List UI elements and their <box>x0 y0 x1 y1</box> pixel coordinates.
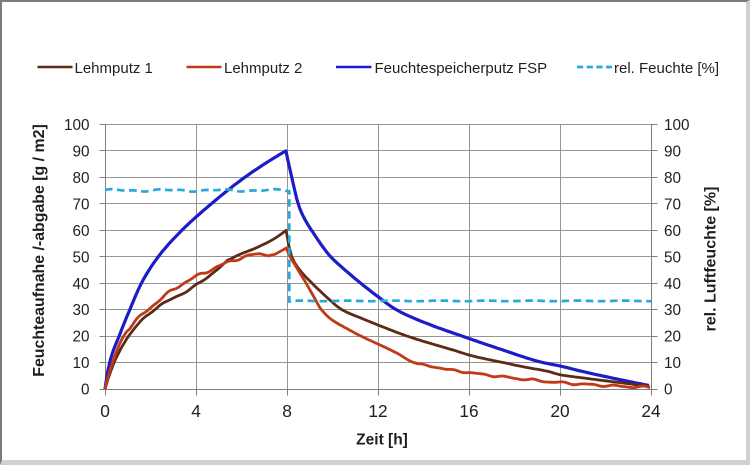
svg-text:0: 0 <box>664 382 673 399</box>
svg-text:100: 100 <box>664 117 690 134</box>
svg-text:Lehmputz 2: Lehmputz 2 <box>224 60 302 77</box>
svg-text:90: 90 <box>664 144 681 161</box>
svg-text:80: 80 <box>664 170 681 187</box>
svg-text:16: 16 <box>459 401 478 421</box>
svg-text:30: 30 <box>664 302 681 319</box>
svg-text:24: 24 <box>641 401 661 421</box>
svg-text:20: 20 <box>550 401 569 421</box>
svg-text:70: 70 <box>664 196 681 213</box>
svg-text:0: 0 <box>81 382 90 399</box>
svg-text:40: 40 <box>664 276 681 293</box>
svg-text:50: 50 <box>72 249 89 266</box>
svg-text:20: 20 <box>72 329 89 346</box>
svg-text:Feuchteaufnahe /-abgabe [g / m: Feuchteaufnahe /-abgabe [g / m2] <box>31 124 48 377</box>
svg-text:20: 20 <box>664 329 681 346</box>
svg-text:Feuchtespeicherputz FSP: Feuchtespeicherputz FSP <box>375 60 548 77</box>
svg-text:Lehmputz 1: Lehmputz 1 <box>75 60 153 77</box>
svg-text:Zeit [h]: Zeit [h] <box>356 432 408 449</box>
svg-text:10: 10 <box>72 355 89 372</box>
svg-text:60: 60 <box>664 223 681 240</box>
svg-text:10: 10 <box>664 355 681 372</box>
svg-text:rel. Feuchte [%]: rel. Feuchte [%] <box>614 60 719 77</box>
svg-text:60: 60 <box>72 223 89 240</box>
svg-text:12: 12 <box>368 401 387 421</box>
svg-text:100: 100 <box>64 117 90 134</box>
svg-text:80: 80 <box>72 170 89 187</box>
svg-text:rel. Luftfeuchte [%]: rel. Luftfeuchte [%] <box>703 187 720 332</box>
svg-text:90: 90 <box>72 144 89 161</box>
svg-text:50: 50 <box>664 249 681 266</box>
svg-text:40: 40 <box>72 276 89 293</box>
svg-text:30: 30 <box>72 302 89 319</box>
svg-text:8: 8 <box>282 401 292 421</box>
svg-text:4: 4 <box>191 401 201 421</box>
svg-text:0: 0 <box>100 401 110 421</box>
svg-text:70: 70 <box>72 196 89 213</box>
